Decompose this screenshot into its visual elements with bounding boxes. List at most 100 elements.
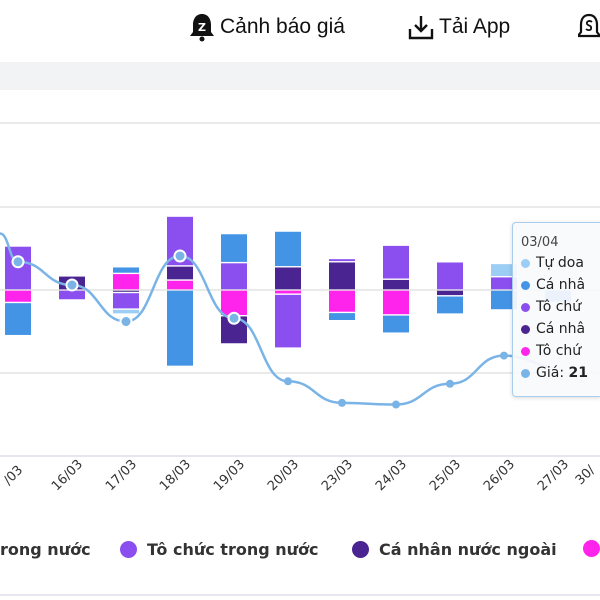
tooltip-row: Tô chứ [521, 340, 600, 362]
tooltip-label: Tô chứ [536, 299, 582, 315]
legend-label: rong nước [0, 540, 91, 559]
bell-icon: Z [190, 14, 214, 42]
tooltip-price-value: 21 [568, 365, 588, 381]
bar-ca_nhan_nuoc_ngoai [383, 279, 409, 290]
bar-to_chuc_trong_nuoc [437, 262, 463, 290]
price-point [227, 311, 241, 325]
bar-to_chuc_trong_nuoc [59, 290, 85, 300]
legend-item[interactable]: Tô chức trong nước [120, 540, 319, 559]
bar-ca_nhan_trong_nuoc [221, 234, 247, 262]
bar-to_chuc_nuoc_ngoai [5, 290, 31, 302]
x-tick-label: 27/03 [535, 457, 572, 494]
legend-item[interactable]: Cá nhân nước ngoài [352, 540, 557, 559]
tooltip-row: Cá nhâ [521, 274, 600, 296]
bar-ca_nhan_trong_nuoc [437, 296, 463, 314]
legend-label: Tô chức trong nước [147, 540, 319, 559]
bar-to_chuc_trong_nuoc [491, 277, 517, 290]
bar-to_chuc_nuoc_ngoai [113, 274, 139, 290]
x-tick-label: 18/03 [157, 457, 194, 494]
bar-to_chuc_trong_nuoc [113, 293, 139, 309]
download-app-button[interactable]: Tải App [407, 12, 510, 42]
bar-to_chuc_trong_nuoc [329, 259, 355, 262]
legend-label: Cá nhân nước ngoài [379, 540, 557, 559]
bar-to_chuc_trong_nuoc [383, 245, 409, 279]
x-tick-label: 19/03 [211, 457, 248, 494]
x-tick-label: 24/03 [373, 457, 410, 494]
bell-badge: Z [198, 21, 206, 34]
price-point [338, 398, 346, 407]
price-point [500, 351, 508, 360]
tooltip-dot [521, 302, 530, 312]
tooltip-dot [521, 324, 530, 334]
bar-ca_nhan_nuoc_ngoai [113, 290, 139, 292]
bar-to_chuc_trong_nuoc [275, 294, 301, 348]
bar-ca_nhan_trong_nuoc [383, 315, 409, 333]
tooltip-date: 03/04 [521, 235, 559, 250]
bar-to_chuc_nuoc_ngoai [221, 290, 247, 316]
tooltip-price-label: Giá: [536, 365, 565, 381]
x-tick-label: 26/03 [481, 457, 518, 494]
price-point [284, 377, 292, 386]
bottom-divider [0, 594, 600, 596]
price-point [173, 249, 187, 263]
bar-tu_doanh [491, 264, 517, 277]
tooltip-dot [521, 346, 530, 356]
chart-tooltip: 03/04 Tự doa Cá nhâ Tô chứ Cá nhâ Tô chứ Giá… [512, 222, 600, 397]
tooltip-row: Tô chứ [521, 296, 600, 318]
price-alert-button[interactable]: Z Cảnh báo giá [188, 12, 345, 42]
price-line [0, 232, 550, 406]
bar-to_chuc_nuoc_ngoai [275, 290, 301, 294]
tooltip-label: Cá nhâ [536, 321, 586, 337]
tooltip-label: Cá nhâ [536, 277, 586, 293]
legend-item[interactable]: rong nước [0, 540, 91, 559]
notification-button[interactable] [578, 12, 600, 42]
tooltip-label: Tự doa [536, 255, 584, 271]
x-tick-label: 17/03 [103, 457, 140, 494]
tooltip-dot [521, 258, 530, 268]
bar-to_chuc_nuoc_ngoai [383, 290, 409, 315]
bar-to_chuc_trong_nuoc [221, 263, 247, 290]
price-alert-label: Cảnh báo giá [220, 15, 345, 38]
bar-ca_nhan_trong_nuoc [167, 290, 193, 366]
bar-ca_nhan_nuoc_ngoai [275, 267, 301, 290]
legend-dot [352, 541, 369, 558]
price-point [65, 278, 79, 292]
download-app-label: Tải App [439, 15, 511, 38]
tooltip-price-row: Giá: 21 [521, 362, 600, 384]
bar-tu_doanh [113, 309, 139, 314]
bar-ca_nhan_nuoc_ngoai [329, 262, 355, 290]
bar-ca_nhan_trong_nuoc [113, 267, 139, 273]
tooltip-label: Tô chứ [536, 343, 582, 359]
price-point [446, 379, 454, 388]
tooltip-row: Cá nhâ [521, 318, 600, 340]
bar-to_chuc_nuoc_ngoai [167, 280, 193, 290]
x-tick-label: 16/03 [49, 457, 86, 494]
price-point [119, 315, 133, 329]
bar-ca_nhan_trong_nuoc [329, 313, 355, 321]
bar-ca_nhan_trong_nuoc [275, 231, 301, 267]
tooltip-dot [521, 280, 530, 290]
x-tick-label: 23/03 [319, 457, 356, 494]
tooltip-price-dot [521, 368, 530, 378]
bar-ca_nhan_trong_nuoc [491, 290, 517, 310]
x-tick-label: 30/ [573, 462, 599, 488]
legend-item[interactable] [583, 540, 600, 557]
tooltip-row: Tự doa [521, 252, 600, 274]
x-tick-label: 20/03 [265, 457, 302, 494]
bar-ca_nhan_trong_nuoc [5, 303, 31, 335]
section-separator [0, 62, 600, 90]
legend-dot [120, 541, 137, 558]
bell-dollar-icon [578, 13, 600, 38]
axis-divider [0, 455, 600, 457]
bar-ca_nhan_nuoc_ngoai [437, 290, 463, 296]
chart-legend: rong nước Tô chức trong nước Cá nhân nước … [0, 540, 600, 564]
price-point [392, 400, 400, 409]
legend-dot [583, 540, 600, 557]
x-tick-label: 25/03 [427, 457, 464, 494]
price-point [11, 255, 25, 269]
top-header: Z Cảnh báo giá Tải App [0, 0, 600, 62]
bar-ca_nhan_nuoc_ngoai [167, 266, 193, 280]
bar-to_chuc_nuoc_ngoai [329, 290, 355, 312]
download-icon [408, 16, 434, 40]
